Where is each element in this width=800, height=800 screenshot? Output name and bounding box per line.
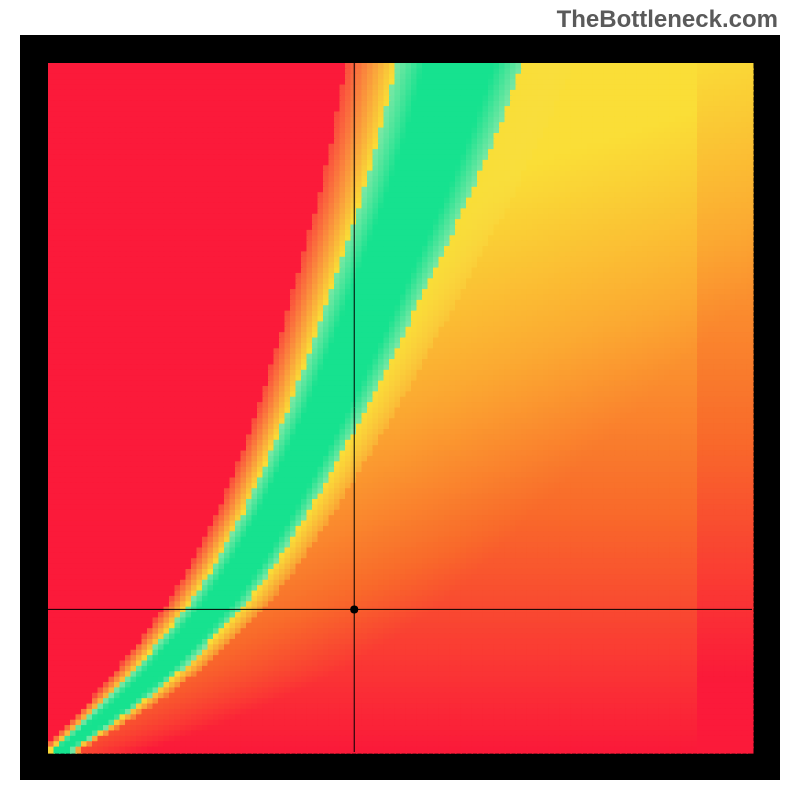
watermark-text: TheBottleneck.com xyxy=(557,6,778,34)
heatmap-canvas xyxy=(20,35,780,780)
heatmap-plot xyxy=(20,35,780,780)
